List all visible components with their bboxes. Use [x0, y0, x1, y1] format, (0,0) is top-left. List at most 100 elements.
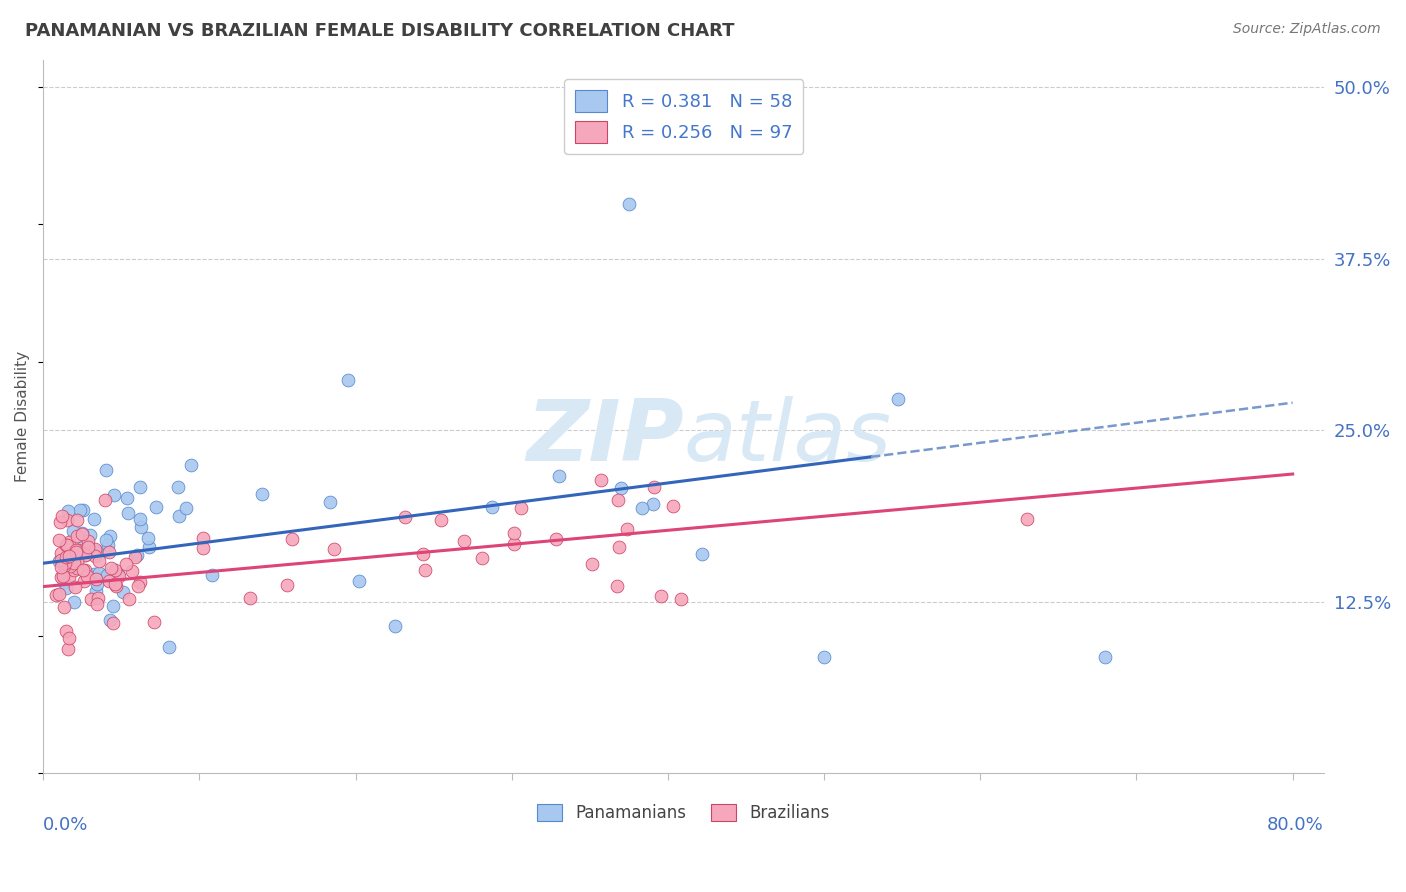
Point — [55, 538, 77, 552]
Point — [84, 584, 107, 599]
Point — [49, 570, 72, 584]
Point — [138, 540, 160, 554]
Point — [51, 509, 73, 524]
Point — [83, 512, 105, 526]
Point — [201, 568, 224, 582]
Point — [481, 500, 503, 514]
Point — [617, 196, 640, 211]
Point — [1094, 649, 1116, 664]
Point — [589, 473, 612, 487]
Point — [129, 575, 152, 590]
Point — [62, 524, 84, 538]
Point — [72, 503, 94, 517]
Point — [77, 541, 100, 555]
Point — [87, 554, 110, 568]
Point — [87, 591, 110, 606]
Point — [49, 515, 72, 529]
Point — [55, 513, 77, 527]
Point — [53, 575, 76, 590]
Point — [66, 542, 89, 557]
Point — [101, 615, 124, 630]
Point — [66, 529, 89, 543]
Text: PANAMANIAN VS BRAZILIAN FEMALE DISABILITY CORRELATION CHART: PANAMANIAN VS BRAZILIAN FEMALE DISABILIT… — [25, 22, 735, 40]
Point — [548, 469, 571, 483]
Point — [107, 568, 129, 582]
Text: ZIP: ZIP — [526, 396, 683, 479]
Point — [62, 556, 84, 570]
Point — [94, 493, 117, 508]
Point — [65, 543, 87, 558]
Point — [86, 544, 108, 558]
Point — [94, 533, 117, 547]
Point — [63, 580, 86, 594]
Point — [58, 549, 80, 563]
Point — [79, 528, 101, 542]
Point — [96, 568, 118, 582]
Point — [323, 542, 346, 557]
Point — [610, 481, 633, 495]
Point — [87, 566, 110, 581]
Point — [157, 640, 180, 655]
Text: Source: ZipAtlas.com: Source: ZipAtlas.com — [1233, 22, 1381, 37]
Point — [136, 531, 159, 545]
Point — [581, 557, 603, 571]
Point — [58, 504, 80, 518]
Point — [104, 563, 127, 577]
Point — [129, 520, 152, 534]
Point — [73, 563, 96, 577]
Point — [100, 561, 122, 575]
Point — [45, 588, 67, 602]
Point — [52, 600, 75, 615]
Point — [429, 513, 451, 527]
Point — [337, 373, 360, 387]
Text: atlas: atlas — [683, 396, 891, 479]
Point — [73, 574, 96, 588]
Point — [58, 557, 80, 571]
Point — [52, 568, 75, 582]
Point — [51, 546, 73, 560]
Point — [105, 579, 128, 593]
Point — [69, 503, 91, 517]
Point — [112, 585, 135, 599]
Point — [66, 513, 89, 527]
Point — [86, 577, 108, 591]
Point — [129, 480, 152, 494]
Point — [124, 549, 146, 564]
Point — [65, 551, 87, 566]
Point — [72, 563, 94, 577]
Point — [80, 592, 103, 607]
Point — [98, 545, 121, 559]
Point — [690, 547, 713, 561]
Point — [58, 642, 80, 657]
Point — [58, 570, 80, 584]
Point — [63, 595, 86, 609]
Point — [66, 561, 89, 575]
Point — [98, 529, 121, 543]
Point — [384, 619, 406, 633]
Point — [84, 572, 107, 586]
Point — [115, 557, 138, 571]
Point — [643, 480, 665, 494]
Point — [63, 553, 86, 567]
Y-axis label: Female Disability: Female Disability — [15, 351, 30, 482]
Point — [502, 525, 524, 540]
Point — [174, 500, 197, 515]
Point — [453, 534, 475, 549]
Point — [606, 492, 628, 507]
Point — [75, 548, 97, 562]
Point — [58, 534, 80, 549]
Point — [347, 574, 370, 589]
Point — [97, 538, 120, 552]
Point — [58, 559, 80, 574]
Point — [76, 534, 98, 549]
Point — [83, 549, 105, 563]
Point — [471, 551, 494, 566]
Point — [55, 550, 77, 565]
Point — [280, 532, 302, 546]
Point — [813, 649, 835, 664]
Point — [661, 499, 683, 513]
Point — [503, 537, 526, 551]
Point — [394, 509, 416, 524]
Point — [72, 539, 94, 553]
Point — [65, 545, 87, 559]
